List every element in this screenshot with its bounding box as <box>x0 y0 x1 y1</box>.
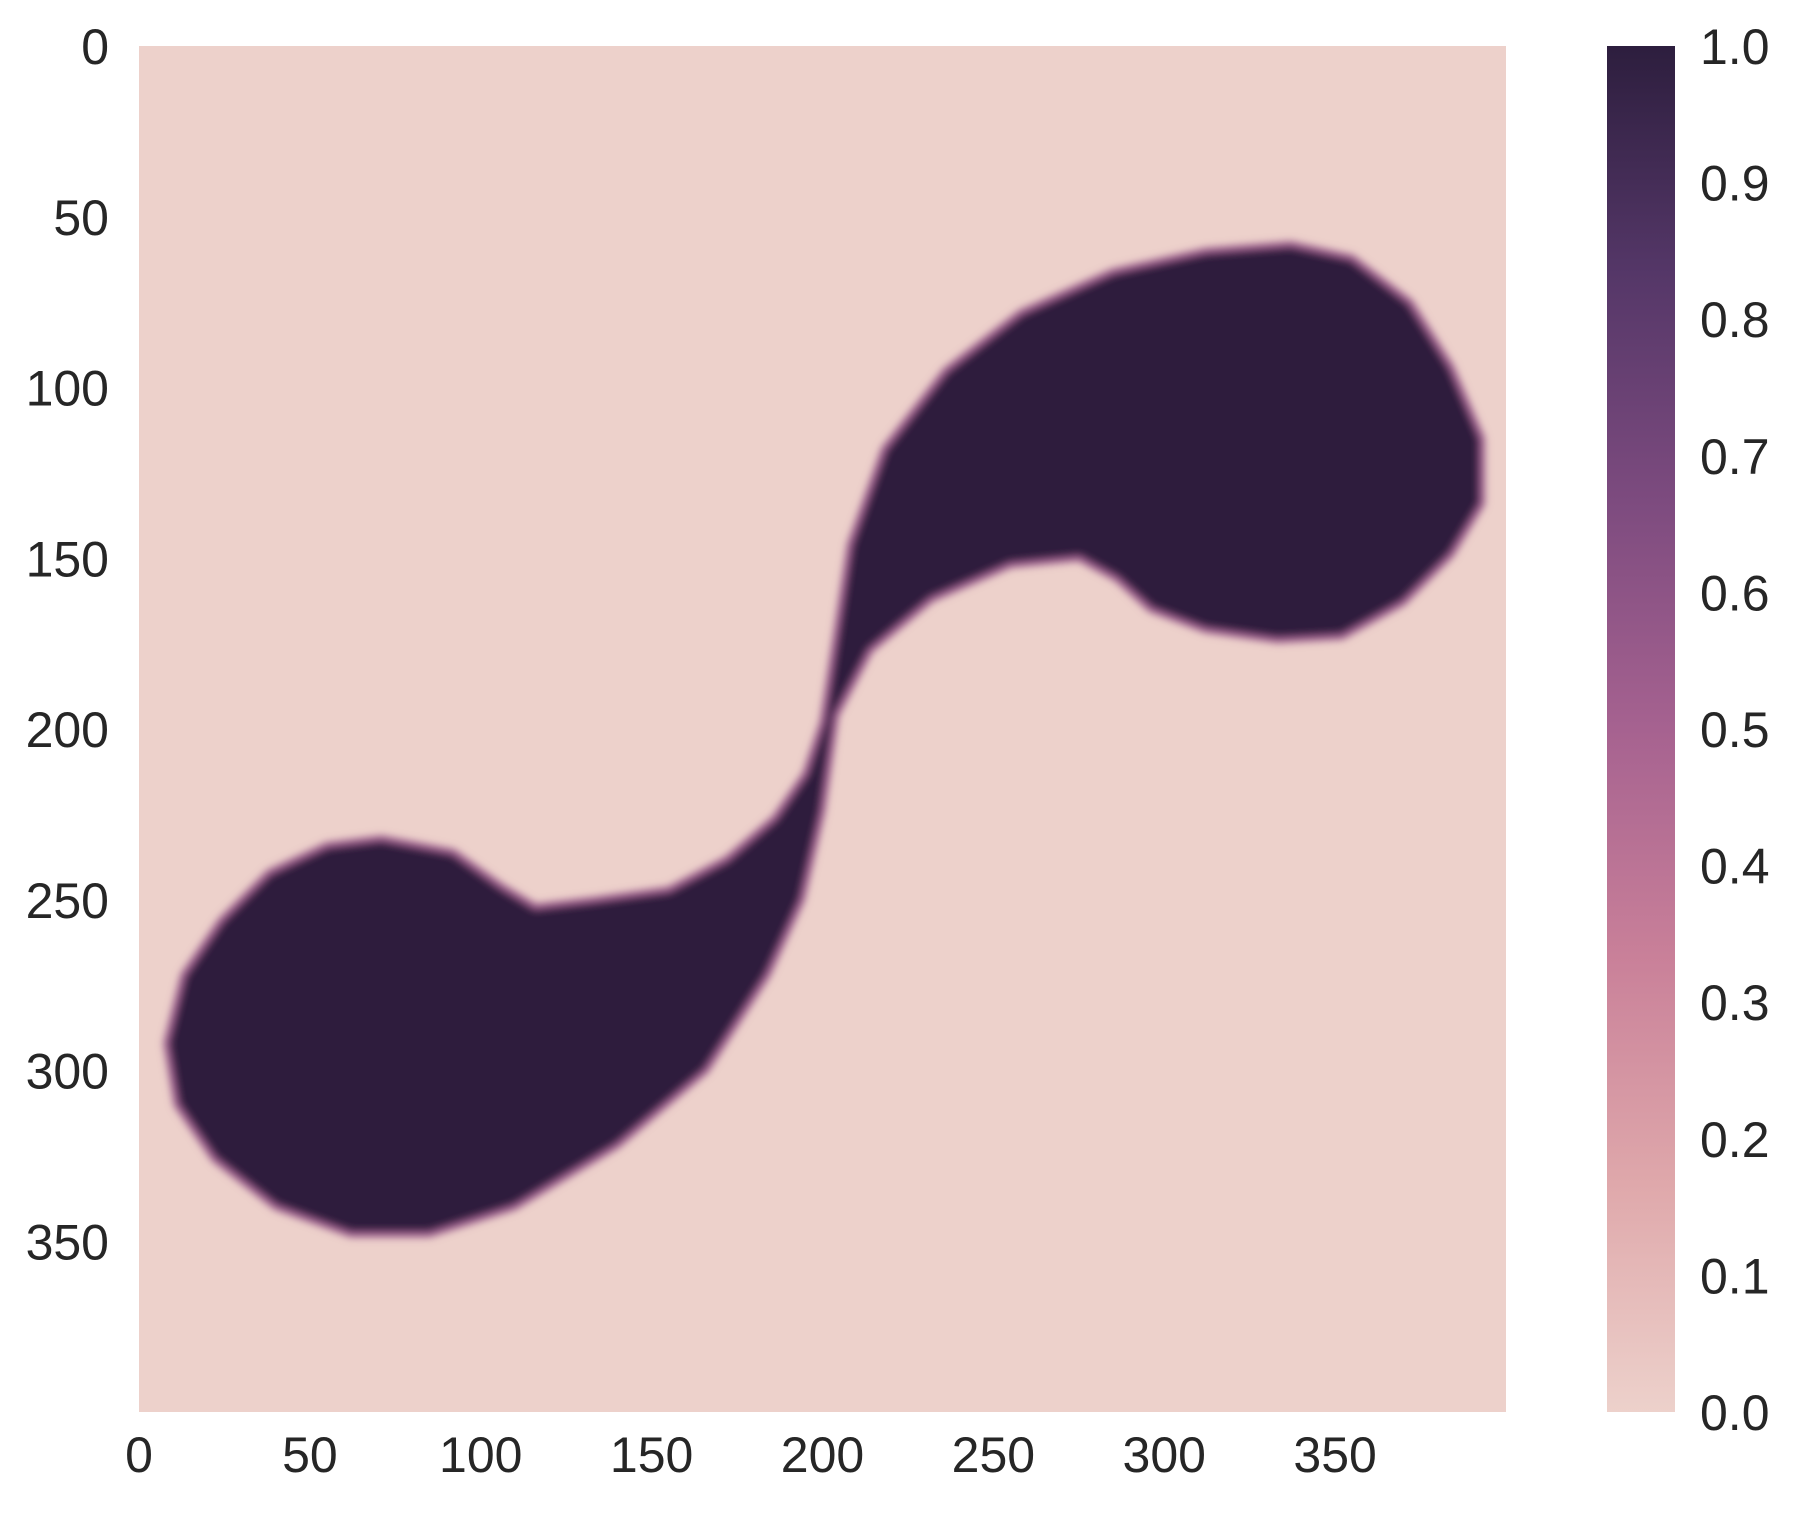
x-tick-label: 350 <box>1293 1427 1376 1483</box>
colorbar-tick-label: 0.9 <box>1700 156 1770 212</box>
colorbar-tick-label: 0.7 <box>1700 429 1770 485</box>
y-axis-ticks: 0 50 100 150 200 250 300 350 <box>26 19 109 1270</box>
colorbar-tick-label: 1.0 <box>1700 19 1770 75</box>
x-tick-label: 250 <box>952 1427 1035 1483</box>
colorbar-tick-label: 0.2 <box>1700 1112 1770 1168</box>
x-tick-label: 200 <box>781 1427 864 1483</box>
y-tick-label: 350 <box>26 1214 109 1270</box>
y-tick-label: 300 <box>26 1044 109 1100</box>
x-axis-ticks: 0 50 100 150 200 250 300 350 <box>125 1427 1377 1483</box>
y-tick-label: 250 <box>26 873 109 929</box>
colorbar-ticks: 0.0 0.1 0.2 0.3 0.4 0.5 0.6 0.7 0.8 0.9 1.0 <box>1700 19 1770 1441</box>
x-tick-label: 150 <box>610 1427 693 1483</box>
colorbar-tick-label: 0.8 <box>1700 292 1770 348</box>
colorbar-tick-label: 0.1 <box>1700 1248 1770 1304</box>
y-tick-label: 50 <box>53 190 109 246</box>
colorbar-tick-label: 0.6 <box>1700 565 1770 621</box>
colorbar-tick-label: 0.5 <box>1700 702 1770 758</box>
colorbar-gradient <box>1607 46 1675 1412</box>
colorbar-tick-label: 0.0 <box>1700 1385 1770 1441</box>
heatmap-high-region <box>163 241 1486 1238</box>
x-tick-label: 0 <box>125 1427 153 1483</box>
x-tick-label: 100 <box>439 1427 522 1483</box>
heatmap-plot-area <box>139 46 1506 1412</box>
colorbar-tick-label: 0.3 <box>1700 975 1770 1031</box>
x-tick-label: 50 <box>282 1427 338 1483</box>
y-tick-label: 150 <box>26 531 109 587</box>
y-tick-label: 0 <box>81 19 109 75</box>
y-tick-label: 200 <box>26 702 109 758</box>
colorbar-tick-label: 0.4 <box>1700 839 1770 895</box>
x-tick-label: 300 <box>1123 1427 1206 1483</box>
colorbar: 0.0 0.1 0.2 0.3 0.4 0.5 0.6 0.7 0.8 0.9 1.0 <box>1607 19 1770 1441</box>
y-tick-label: 100 <box>26 361 109 417</box>
